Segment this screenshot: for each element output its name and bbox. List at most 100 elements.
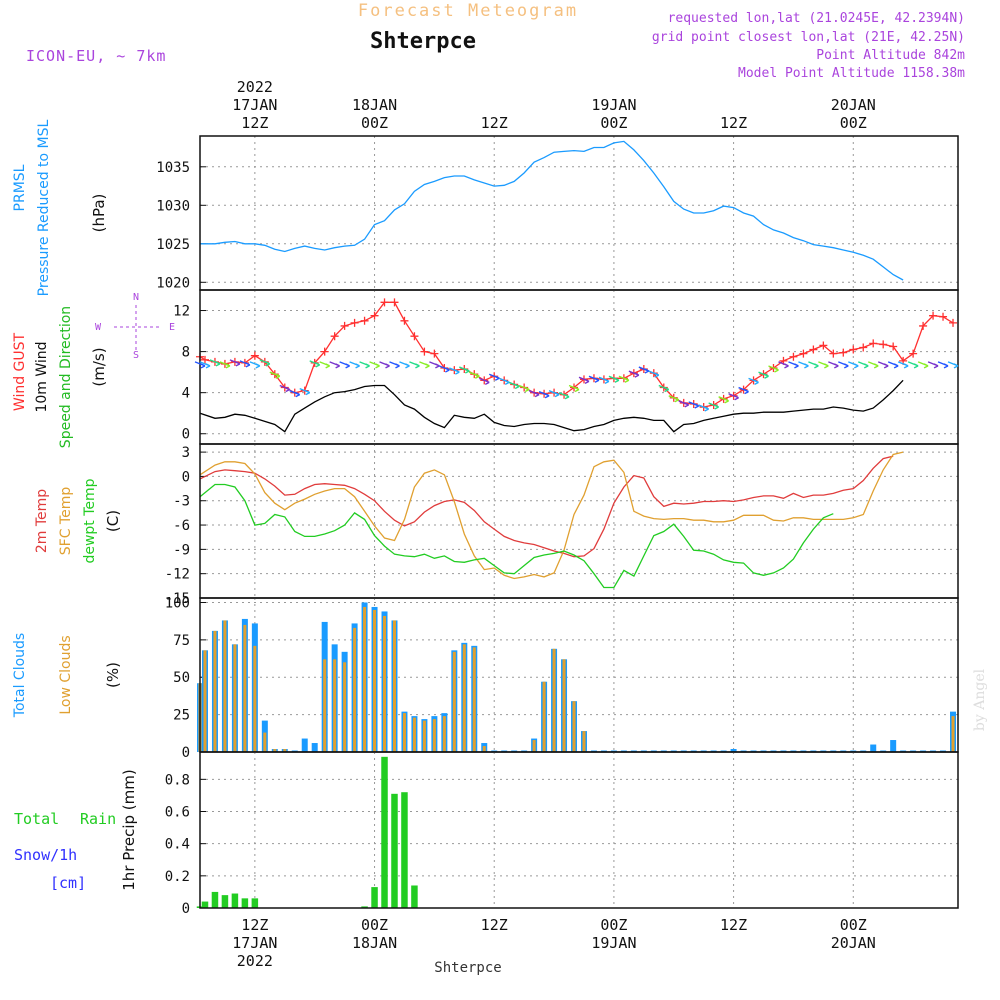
wind-direction-arrow bbox=[917, 361, 929, 369]
wind-direction-arrow bbox=[409, 361, 420, 369]
bottom-axis-date: 20JAN bbox=[831, 934, 876, 952]
clouds-ytick-label: 100 bbox=[165, 595, 190, 611]
cloud-label-total: Total Clouds bbox=[12, 633, 28, 718]
wind-direction-arrow bbox=[449, 367, 460, 375]
gust-marker bbox=[200, 355, 209, 364]
clouds-bar-total-clouds bbox=[730, 749, 737, 752]
wind-direction-arrow bbox=[528, 390, 540, 398]
gust-marker bbox=[849, 345, 858, 354]
clouds-bar-low-clouds bbox=[213, 630, 217, 752]
clouds-bar-low-clouds bbox=[472, 647, 476, 752]
clouds-bar-low-clouds bbox=[452, 651, 456, 752]
temperature-ytick-label: 0 bbox=[182, 469, 190, 485]
wind-label-speed: Speed and Direction bbox=[58, 306, 74, 448]
temperature-panel bbox=[199, 443, 959, 599]
gust-marker bbox=[420, 347, 429, 356]
top-axis-time: 12Z bbox=[720, 114, 747, 132]
gust-marker bbox=[869, 339, 878, 348]
temp-label-dewpt: dewpt Temp bbox=[82, 478, 98, 563]
bottom-axis-year: 2022 bbox=[237, 952, 273, 970]
gust-marker bbox=[370, 311, 379, 320]
pressure-ytick-label: 1025 bbox=[156, 237, 190, 253]
precip-ytick-label: 0.2 bbox=[165, 869, 190, 885]
bottom-axis-time: 00Z bbox=[600, 916, 627, 934]
wind-direction-arrow bbox=[429, 361, 440, 369]
clouds-frame bbox=[199, 597, 959, 753]
temperature-line-2m-temp bbox=[199, 455, 894, 558]
wind-direction-arrow bbox=[668, 395, 680, 403]
gust-marker bbox=[380, 298, 389, 307]
temp-label-sfc: SFC Temp bbox=[58, 487, 74, 556]
top-axis-time: 12Z bbox=[241, 114, 268, 132]
top-axis-time: 00Z bbox=[840, 114, 867, 132]
precip-ytick-label: 0.8 bbox=[165, 772, 190, 788]
precip-bar-rain bbox=[401, 792, 408, 908]
clouds-bar-low-clouds bbox=[253, 645, 257, 752]
compass-e: E bbox=[169, 322, 175, 333]
wind-direction-arrow bbox=[339, 361, 350, 369]
clouds-bar-low-clouds bbox=[542, 681, 546, 752]
location-title: Shterpce bbox=[370, 29, 476, 54]
precip-bar-rain bbox=[231, 893, 239, 908]
clouds-bar-total-clouds bbox=[870, 744, 877, 752]
top-axis-time: 12Z bbox=[481, 114, 508, 132]
wind-direction-arrow bbox=[498, 377, 510, 385]
clouds-bar-low-clouds bbox=[392, 620, 396, 752]
wind-direction-arrow bbox=[588, 375, 600, 383]
wind-direction-arrow bbox=[359, 361, 370, 369]
wind-direction-arrow bbox=[867, 361, 879, 369]
precip-bar-rain bbox=[371, 887, 378, 908]
temperature-frame bbox=[199, 443, 959, 599]
clouds-bar-low-clouds bbox=[562, 659, 566, 752]
pressure-ytick-label: 1030 bbox=[156, 198, 190, 214]
temperature-ytick-label: -15 bbox=[165, 591, 190, 607]
wind-direction-arrow bbox=[578, 376, 590, 384]
wind-ytick-label: 4 bbox=[182, 386, 190, 402]
bottom-axis-time: 12Z bbox=[241, 916, 268, 934]
wind-direction-arrow bbox=[638, 366, 650, 374]
clouds-bar-low-clouds bbox=[432, 719, 436, 752]
footer-location: Shterpce bbox=[434, 960, 501, 976]
wind-direction-arrow bbox=[927, 361, 939, 369]
wind-direction-arrow bbox=[469, 371, 480, 379]
gust-marker bbox=[949, 318, 958, 327]
compass-s: S bbox=[133, 350, 139, 361]
precip-bar-rain bbox=[241, 898, 249, 908]
clouds-panel bbox=[197, 597, 959, 753]
wind-direction-arrow bbox=[848, 361, 859, 369]
clouds-bar-low-clouds bbox=[233, 644, 237, 752]
plot-area: 1020 1025 1030 1035 PRMSL Pressure Reduced to… bbox=[12, 78, 959, 970]
gust-marker bbox=[929, 311, 938, 320]
precip-bar-rain bbox=[411, 885, 418, 908]
pressure-line-prmsl bbox=[200, 140, 904, 281]
precip-label-total: Total bbox=[14, 810, 59, 828]
precip-ytick-label: 0.6 bbox=[165, 805, 190, 821]
clouds-bar-low-clouds bbox=[462, 644, 466, 752]
bottom-axis-time: 00Z bbox=[361, 916, 388, 934]
wind-direction-arrow bbox=[259, 359, 271, 367]
wind-direction-arrow bbox=[788, 361, 799, 369]
temp-unit: (C) bbox=[104, 510, 122, 532]
top-axis-time: 00Z bbox=[600, 114, 627, 132]
precip-unit: 1hr Precip (mm) bbox=[120, 769, 138, 890]
wind-direction-arrow bbox=[518, 384, 530, 393]
bottom-axis-date: 17JAN bbox=[232, 934, 277, 952]
temperature-line-dewpt-temp bbox=[199, 483, 834, 589]
wind-direction-arrow bbox=[329, 361, 340, 369]
wind-direction-arrow bbox=[219, 361, 231, 369]
clouds-bar-low-clouds bbox=[283, 749, 287, 752]
gust-marker bbox=[789, 352, 798, 361]
wind-direction-arrow bbox=[947, 361, 959, 369]
clouds-bar-low-clouds bbox=[223, 620, 227, 752]
wind-direction-arrow bbox=[658, 384, 670, 393]
wind-label-10m: 10m Wind bbox=[34, 341, 50, 412]
bottom-axis-time: 12Z bbox=[720, 916, 747, 934]
gust-marker bbox=[250, 351, 259, 360]
wind-direction-arrow bbox=[608, 375, 620, 383]
clouds-bar-low-clouds bbox=[422, 720, 426, 752]
wind-direction-arrow bbox=[508, 381, 520, 390]
gust-marker bbox=[430, 349, 439, 358]
gust-marker bbox=[360, 316, 369, 325]
precip-bar-rain bbox=[211, 891, 219, 908]
